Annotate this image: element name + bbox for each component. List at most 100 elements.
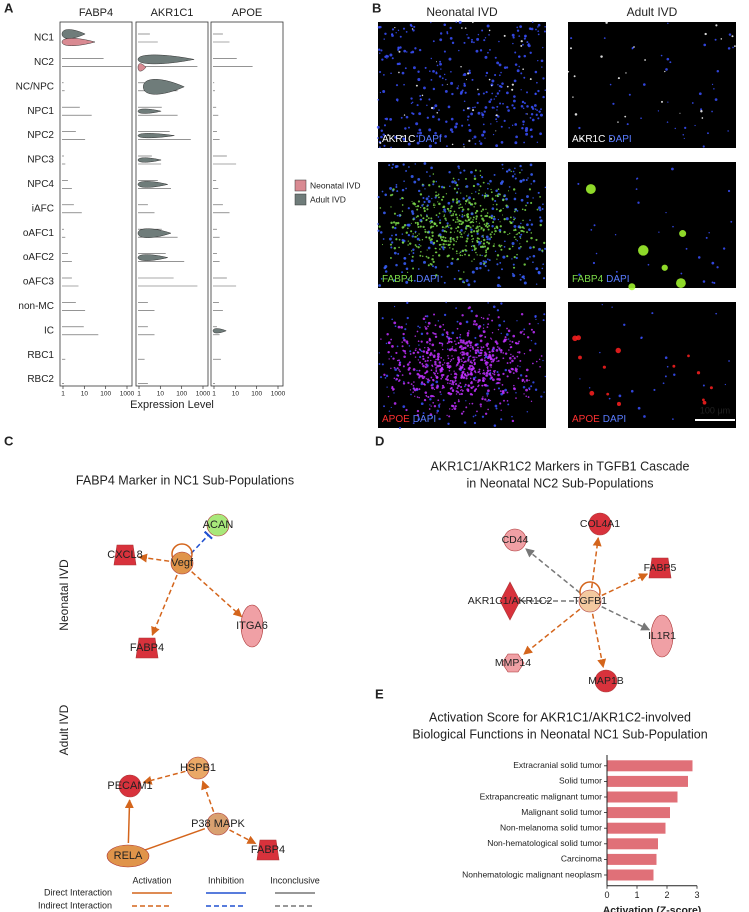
signal <box>433 222 436 225</box>
signal <box>497 373 500 377</box>
signal <box>530 328 533 331</box>
signal <box>435 386 439 389</box>
signal <box>481 415 485 418</box>
signal <box>433 203 435 205</box>
signal <box>486 247 490 250</box>
signal <box>429 398 432 401</box>
signal <box>407 227 409 230</box>
signal <box>539 209 542 212</box>
signal <box>585 184 596 195</box>
signal <box>537 26 539 28</box>
signal <box>592 261 596 265</box>
signal <box>471 260 473 262</box>
signal <box>494 250 497 253</box>
signal <box>427 246 431 250</box>
signal <box>449 240 452 243</box>
signal <box>467 72 470 75</box>
signal <box>727 47 731 50</box>
signal <box>487 408 489 411</box>
signal <box>520 40 523 43</box>
signal <box>509 346 512 349</box>
signal <box>439 219 442 222</box>
signal <box>542 203 544 206</box>
signal <box>449 185 451 188</box>
signal <box>475 221 478 223</box>
signal <box>428 128 432 132</box>
signal <box>417 223 420 226</box>
signal <box>483 194 487 198</box>
signal <box>450 236 452 239</box>
signal <box>499 102 502 105</box>
signal <box>427 256 430 259</box>
signal <box>470 217 472 219</box>
edge <box>591 613 607 669</box>
signal <box>388 164 391 167</box>
stain-name: DAPI <box>416 274 439 285</box>
stain-label: APOE DAPI <box>572 414 626 425</box>
signal <box>519 366 521 368</box>
signal <box>460 233 463 236</box>
signal <box>428 98 431 101</box>
signal <box>461 89 464 92</box>
violin-frame <box>210 21 284 387</box>
signal <box>490 98 493 101</box>
signal <box>431 231 434 234</box>
signal <box>379 376 383 379</box>
signal <box>460 65 462 68</box>
signal <box>514 173 516 175</box>
signal <box>543 241 546 245</box>
signal <box>499 262 502 264</box>
signal <box>397 29 400 32</box>
signal <box>479 354 481 357</box>
signal <box>458 49 460 52</box>
signal <box>432 115 435 119</box>
signal <box>449 26 452 30</box>
signal <box>427 264 430 267</box>
signal <box>489 399 492 402</box>
signal <box>522 178 525 182</box>
signal <box>503 34 506 37</box>
signal <box>418 348 421 351</box>
edge <box>525 548 581 594</box>
signal <box>397 221 400 225</box>
signal <box>493 373 496 376</box>
signal <box>479 373 481 375</box>
signal <box>512 355 515 357</box>
signal <box>453 381 456 383</box>
signal <box>379 231 383 234</box>
signal <box>703 43 707 47</box>
cell-type-label: IC <box>44 325 54 336</box>
signal <box>426 332 429 335</box>
signal <box>526 411 529 413</box>
signal <box>672 418 674 421</box>
signal <box>422 412 425 415</box>
signal <box>467 373 470 376</box>
signal <box>444 89 448 93</box>
signal <box>485 249 488 252</box>
signal <box>413 180 417 184</box>
signal <box>431 417 433 419</box>
signal <box>472 225 474 227</box>
signal <box>518 55 521 58</box>
signal <box>446 225 449 228</box>
signal <box>507 338 510 340</box>
signal <box>441 84 444 86</box>
signal <box>576 335 581 341</box>
signal <box>473 177 477 180</box>
signal <box>484 192 487 194</box>
signal <box>431 234 434 237</box>
edge <box>124 799 134 844</box>
signal <box>544 25 546 28</box>
signal <box>380 49 383 52</box>
signal <box>425 378 427 380</box>
signal <box>483 110 486 113</box>
signal <box>642 83 646 86</box>
signal <box>401 233 404 235</box>
signal <box>417 351 420 354</box>
signal <box>398 361 401 364</box>
signal <box>476 101 479 104</box>
signal <box>529 256 531 258</box>
signal <box>468 330 470 332</box>
signal <box>471 212 473 215</box>
signal <box>468 364 472 368</box>
